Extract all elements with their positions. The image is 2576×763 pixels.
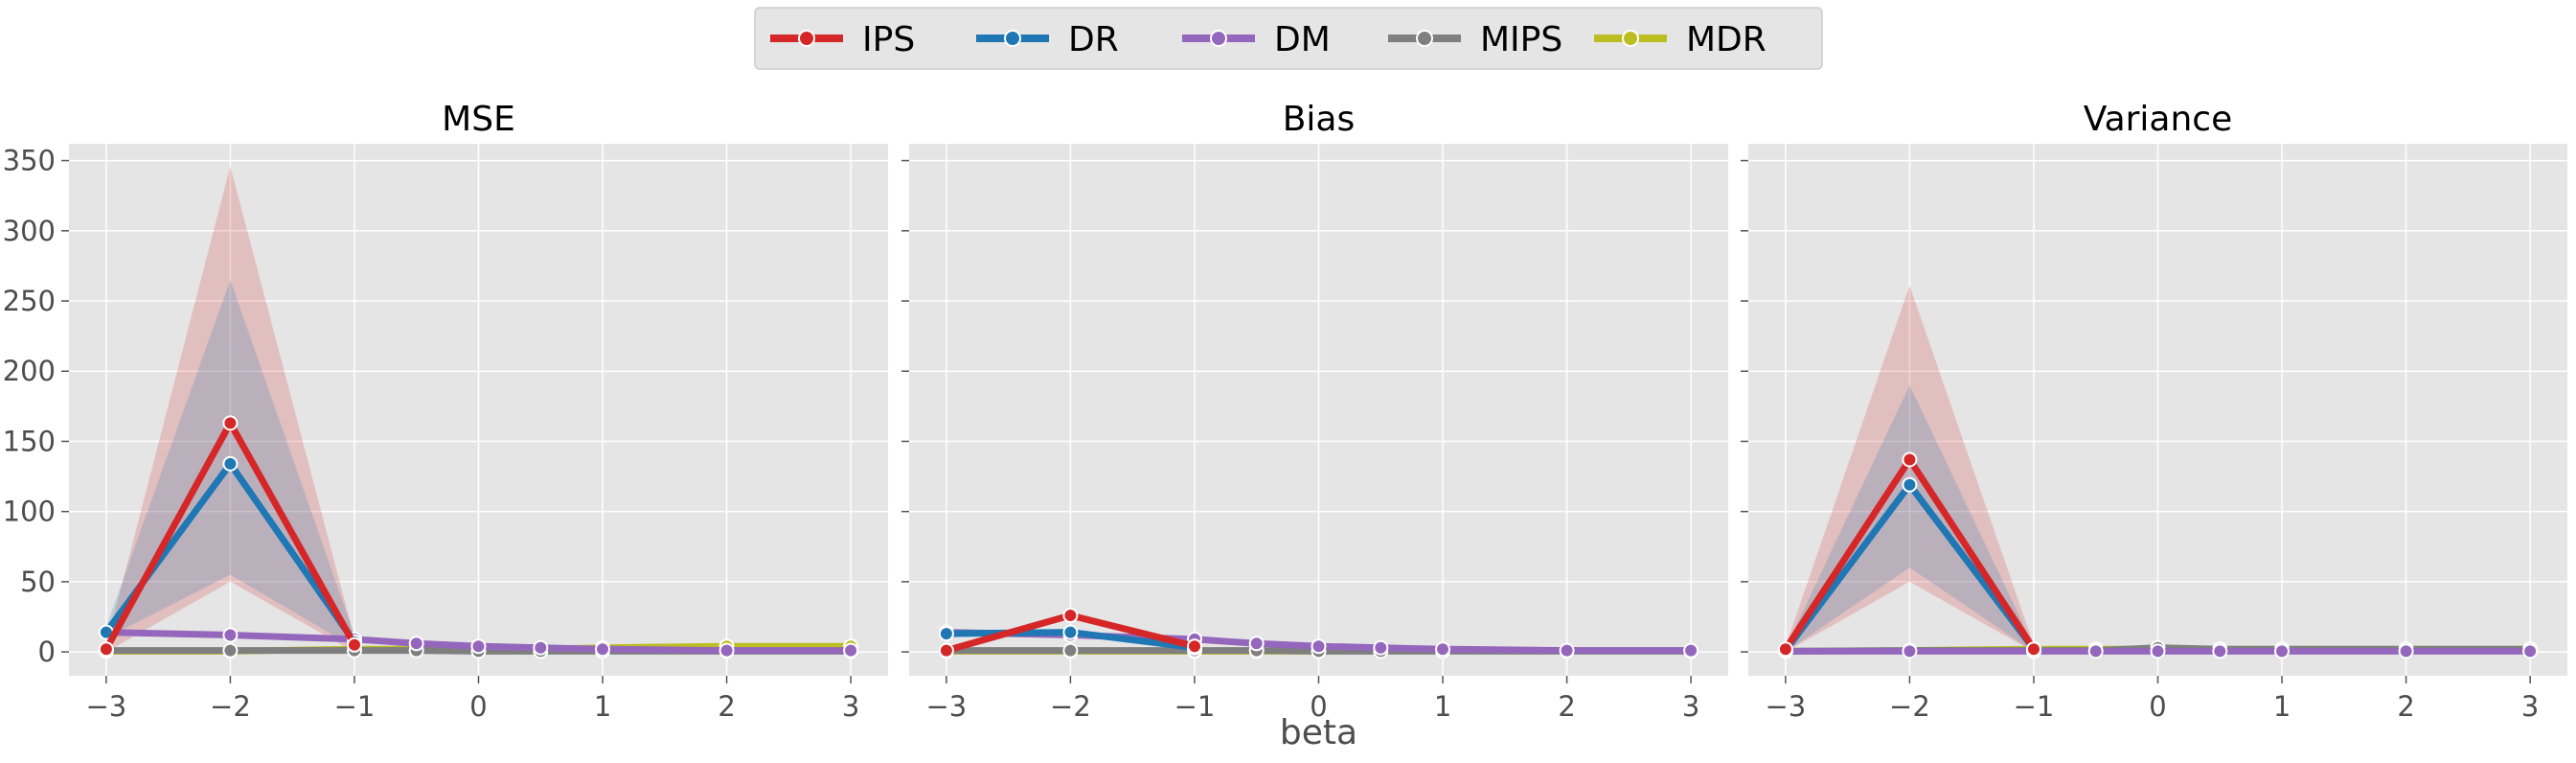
legend-item-ips: IPS (770, 20, 915, 59)
x-tick-label: 3 (842, 690, 859, 723)
point-dm (408, 636, 424, 652)
legend-label-ips: IPS (862, 20, 915, 59)
point-dm (533, 639, 549, 656)
y-tick-label: 150 (3, 425, 56, 457)
panel-title-bias: Bias (1283, 100, 1356, 139)
point-dm (2522, 643, 2539, 659)
point-dm (595, 641, 610, 658)
y-tick-label: 0 (38, 636, 56, 668)
legend-marker-dm (1210, 30, 1227, 47)
x-tick-label: −2 (1050, 690, 1091, 723)
point-dr (222, 455, 239, 472)
x-tick-label: −2 (1889, 690, 1930, 723)
x-tick-label: −2 (210, 690, 251, 723)
y-tick-label: 200 (3, 355, 56, 387)
legend-marker-mdr (1622, 30, 1639, 47)
x-tick-label: −3 (925, 690, 967, 723)
x-tick-label: 0 (469, 690, 487, 723)
point-ips (1187, 638, 1202, 655)
x-tick-label: −3 (1765, 690, 1806, 723)
point-dm (843, 642, 859, 659)
y-tick-label: 50 (20, 566, 56, 598)
panel-title-variance: Variance (2084, 100, 2233, 139)
x-tick-label: 1 (594, 690, 611, 723)
point-ips (1062, 608, 1079, 623)
point-dm (1435, 641, 1450, 658)
point-ips (1902, 451, 1918, 468)
y-tick-label: 300 (3, 215, 56, 247)
point-ips (222, 415, 239, 431)
x-axis-label: beta (1280, 713, 1357, 752)
legend-label-mips: MIPS (1480, 20, 1562, 59)
x-tick-label: −1 (1174, 690, 1216, 723)
point-mips (1062, 642, 1079, 659)
point-ips (347, 636, 362, 653)
point-dm (222, 627, 239, 643)
x-tick-label: 1 (2273, 690, 2291, 723)
panel-title-mse: MSE (442, 100, 515, 139)
point-ips (98, 641, 114, 658)
point-dm (2087, 643, 2104, 659)
legend-label-mdr: MDR (1686, 20, 1767, 59)
point-dm (1373, 639, 1389, 656)
point-dm (1683, 642, 1699, 659)
point-dr (1902, 476, 1918, 493)
point-dm (2398, 643, 2414, 659)
point-dm (2150, 643, 2166, 659)
y-tick-label: 100 (3, 496, 56, 528)
x-tick-label: 0 (2149, 690, 2166, 723)
legend-label-dr: DR (1068, 20, 1119, 59)
x-tick-label: 1 (1434, 690, 1451, 723)
panel-bias: Bias −3 −2 −1 0 1 2 3 (901, 100, 1728, 723)
x-tick-label: 2 (1558, 690, 1575, 723)
x-tick-label: 3 (1682, 690, 1699, 723)
point-dm (470, 638, 487, 655)
band-dr-variance (1785, 384, 2034, 653)
x-tick-label: 0 (1310, 690, 1327, 723)
point-dm (1248, 636, 1265, 652)
legend-marker-ips (798, 30, 815, 47)
x-tick-label: −3 (85, 690, 126, 723)
y-tick-label: 250 (3, 285, 56, 317)
y-tick-label: 350 (3, 145, 56, 177)
point-dr (1062, 624, 1079, 640)
point-dm (2274, 643, 2290, 659)
x-tick-label: −1 (334, 690, 376, 723)
point-dm (718, 642, 735, 659)
legend-item-dm: DM (1182, 20, 1331, 59)
point-dr (938, 626, 954, 642)
point-mips (222, 642, 239, 659)
point-dm (1559, 642, 1575, 659)
x-tick-label: 2 (2397, 690, 2414, 723)
panel-variance: Variance −3 −2 −1 0 1 2 3 (1741, 100, 2567, 723)
legend-item-mips: MIPS (1388, 20, 1562, 59)
point-ips (938, 642, 954, 659)
point-dm (1311, 638, 1327, 655)
x-tick-label: 3 (2521, 690, 2539, 723)
point-ips (2026, 641, 2041, 658)
legend-marker-dr (1004, 30, 1021, 47)
point-dm (2212, 643, 2228, 659)
panel-mse: MSE 0 50 100 150 200 250 300 350 −3 −2 −1 0 1 2 3 (3, 100, 888, 723)
point-dm (1902, 643, 1918, 659)
legend-item-mdr: MDR (1594, 20, 1767, 59)
legend-marker-mips (1416, 30, 1433, 47)
x-tick-label: 2 (718, 690, 735, 723)
point-ips (1777, 641, 1793, 658)
legend-box (754, 7, 1823, 70)
x-tick-label: −1 (2014, 690, 2055, 723)
legend-label-dm: DM (1274, 20, 1331, 59)
legend-item-dr: DR (976, 20, 1119, 59)
